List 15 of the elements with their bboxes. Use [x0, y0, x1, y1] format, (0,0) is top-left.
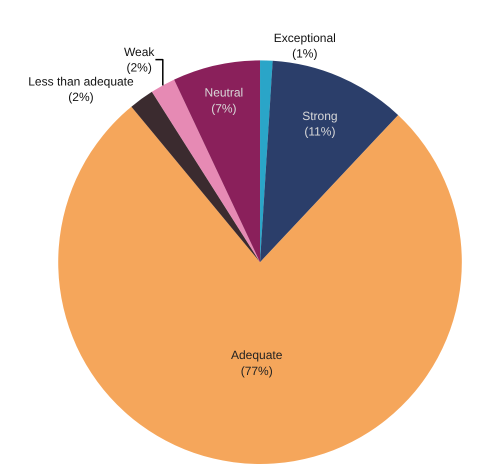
- data-label: (11%): [304, 124, 336, 139]
- data-label: (2%): [68, 90, 94, 104]
- pie-slice: [174, 60, 260, 262]
- slice-label: Strong: [302, 109, 338, 124]
- data-label: (1%): [292, 46, 318, 60]
- pie-slice: [152, 80, 260, 262]
- slice-label: Exceptional: [274, 30, 336, 45]
- slice-label: Adequate: [230, 348, 283, 362]
- data-label: (2%): [126, 60, 152, 74]
- slice-label: Less than adequate: [28, 74, 134, 88]
- slice-label: Weak: [124, 44, 156, 59]
- pie-slice: [260, 60, 398, 262]
- data-label: (77%): [240, 364, 273, 378]
- data-label: (7%): [211, 101, 237, 116]
- slice-label: Neutral: [204, 86, 244, 100]
